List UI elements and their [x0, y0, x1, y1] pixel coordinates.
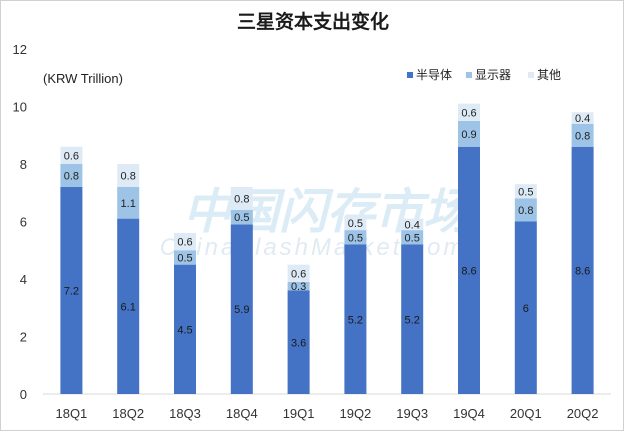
bar-segment — [60, 187, 83, 394]
watermark: 中国闪存市场 ChinaFlashMarket.com — [160, 184, 476, 261]
x-tick-label: 19Q2 — [339, 406, 371, 421]
bar-segment — [174, 233, 196, 251]
data-label: 0.3 — [291, 281, 306, 293]
data-label: 5.2 — [405, 314, 420, 326]
x-tick-label: 20Q2 — [567, 406, 599, 421]
x-tick-label: 20Q1 — [510, 406, 542, 421]
y-tick-label: 6 — [20, 215, 27, 230]
watermark-main: 中国闪存市场 — [183, 184, 476, 240]
y-tick-label: 0 — [20, 387, 27, 402]
data-label: 4.5 — [177, 324, 192, 336]
data-label: 0.5 — [348, 232, 363, 244]
data-label: 0.6 — [64, 150, 79, 162]
data-label: 6 — [523, 303, 529, 315]
data-label: 0.8 — [64, 171, 79, 183]
x-tick-label: 18Q1 — [55, 406, 87, 421]
bar-segment — [344, 230, 367, 245]
bar-segment — [60, 164, 83, 187]
bar-segment — [230, 187, 253, 210]
bar-segment — [230, 224, 253, 394]
data-label: 0.8 — [234, 194, 249, 206]
legend-swatch — [466, 72, 472, 78]
bars-layer: 7.2 0.8 0.6 6.1 1.1 0.8 4.5 0.5 0.6 5.9 0.5 0.8 3.6 0… — [60, 103, 594, 394]
data-label: 1.1 — [121, 198, 136, 210]
chart-title: 三星资本支出变化 — [237, 10, 389, 33]
data-label: 0.5 — [348, 218, 363, 230]
data-label: 8.6 — [575, 265, 590, 277]
bar-segment — [514, 221, 537, 394]
data-label: 0.6 — [461, 107, 476, 119]
data-label: 5.2 — [348, 314, 363, 326]
bar-segment — [344, 215, 367, 231]
legend-label: 半导体 — [416, 68, 452, 82]
bar-segment — [174, 264, 196, 394]
bar-segment — [230, 210, 253, 225]
bar-segment — [287, 281, 310, 291]
bar-segment — [117, 164, 140, 187]
bar-segment — [344, 244, 367, 394]
y-tick-label: 4 — [20, 272, 27, 287]
data-label: 0.6 — [291, 268, 306, 280]
data-label: 5.9 — [234, 304, 249, 316]
bar-segment — [174, 250, 196, 265]
data-label: 0.6 — [177, 237, 192, 249]
data-label: 0.8 — [575, 130, 590, 142]
legend-swatch — [407, 72, 413, 78]
unit-label: (KRW Trillion) — [43, 71, 123, 86]
y-tick-label: 2 — [20, 330, 27, 345]
legend-label: 其他 — [537, 68, 561, 82]
data-label: 7.2 — [64, 286, 79, 298]
legend-swatch — [528, 72, 534, 78]
bar-segment — [514, 198, 537, 222]
data-label: 3.6 — [291, 337, 306, 349]
y-tick-label: 10 — [13, 100, 27, 115]
bar-segment — [514, 184, 537, 199]
data-label: 6.1 — [121, 301, 136, 313]
bar-segment — [287, 264, 310, 282]
bar-segment — [401, 230, 424, 245]
bar-segment — [117, 187, 140, 219]
bar-segment — [60, 146, 83, 164]
bar-segment — [401, 218, 424, 231]
x-tick-label: 19Q1 — [283, 406, 315, 421]
bar-segment — [458, 103, 480, 121]
bar-segment — [571, 112, 594, 124]
data-label: 0.5 — [234, 212, 249, 224]
bar-segment — [458, 120, 480, 147]
data-label: 0.5 — [177, 252, 192, 264]
data-label: 0.4 — [405, 219, 420, 231]
bar-segment — [117, 218, 140, 394]
data-label: 0.5 — [518, 186, 533, 198]
y-tick-label: 8 — [20, 157, 27, 172]
bar-segment — [571, 123, 594, 147]
x-tick-label: 18Q4 — [226, 406, 258, 421]
x-tick-label: 18Q3 — [169, 406, 201, 421]
bar-segment — [287, 290, 310, 394]
x-tick-label: 18Q2 — [112, 406, 144, 421]
x-tick-label: 19Q3 — [396, 406, 428, 421]
x-tick-label: 19Q4 — [453, 406, 485, 421]
data-label: 0.4 — [575, 113, 590, 125]
data-label: 0.8 — [121, 171, 136, 183]
data-label: 0.9 — [461, 129, 476, 141]
data-label: 0.5 — [405, 232, 420, 244]
data-label: 0.8 — [518, 205, 533, 217]
data-label: 8.6 — [461, 265, 476, 277]
legend-label: 显示器 — [475, 68, 511, 82]
legend: 半导体 显示器 其他 — [407, 68, 561, 82]
y-tick-label: 12 — [13, 42, 27, 57]
bar-segment — [571, 146, 594, 394]
x-axis: 18Q1 18Q2 18Q3 18Q4 19Q1 19Q2 19Q3 19Q4 20Q1 20Q2 — [55, 406, 598, 421]
bar-segment — [401, 244, 424, 394]
bar-segment — [458, 146, 480, 394]
